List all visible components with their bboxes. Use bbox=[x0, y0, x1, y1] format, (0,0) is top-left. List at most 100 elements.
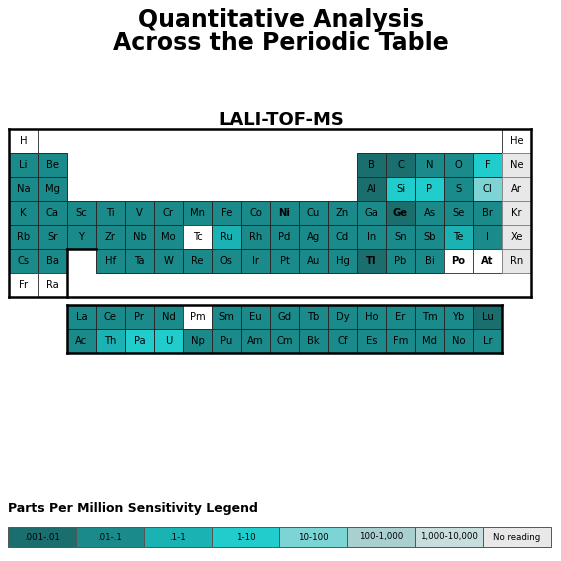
Bar bbox=[357, 225, 386, 249]
Text: Ra: Ra bbox=[46, 280, 59, 290]
Bar bbox=[96, 305, 125, 329]
Bar bbox=[386, 153, 415, 177]
Bar bbox=[38, 153, 67, 177]
Text: Ar: Ar bbox=[511, 184, 522, 194]
Bar bbox=[67, 201, 96, 225]
Text: 1-10: 1-10 bbox=[236, 532, 255, 541]
Text: Pu: Pu bbox=[220, 336, 233, 346]
Bar bbox=[357, 329, 386, 353]
Text: Co: Co bbox=[249, 208, 262, 218]
Bar bbox=[125, 201, 154, 225]
Text: Fm: Fm bbox=[393, 336, 408, 346]
Text: Cf: Cf bbox=[337, 336, 348, 346]
Text: Cu: Cu bbox=[307, 208, 320, 218]
Bar bbox=[328, 305, 357, 329]
Bar bbox=[357, 153, 386, 177]
Bar bbox=[212, 329, 241, 353]
Text: B: B bbox=[368, 160, 375, 170]
Bar bbox=[473, 305, 502, 329]
Bar bbox=[357, 177, 386, 201]
Bar bbox=[183, 225, 212, 249]
Bar bbox=[415, 527, 483, 547]
Bar bbox=[38, 249, 67, 273]
Bar bbox=[125, 225, 154, 249]
Text: Ge: Ge bbox=[393, 208, 408, 218]
Bar bbox=[212, 225, 241, 249]
Text: Quantitative Analysis: Quantitative Analysis bbox=[138, 8, 424, 32]
Bar bbox=[241, 305, 270, 329]
Bar bbox=[96, 225, 125, 249]
Text: Pa: Pa bbox=[134, 336, 145, 346]
Text: La: La bbox=[76, 312, 88, 322]
Text: Pr: Pr bbox=[135, 312, 145, 322]
Text: Li: Li bbox=[19, 160, 27, 170]
Bar bbox=[183, 249, 212, 273]
Text: Xe: Xe bbox=[511, 232, 523, 242]
Text: Br: Br bbox=[482, 208, 493, 218]
Text: Nd: Nd bbox=[162, 312, 176, 322]
Bar bbox=[444, 201, 473, 225]
Text: W: W bbox=[164, 256, 173, 266]
Text: Cr: Cr bbox=[163, 208, 174, 218]
Bar bbox=[279, 527, 347, 547]
Text: U: U bbox=[165, 336, 172, 346]
Bar bbox=[347, 527, 415, 547]
Bar bbox=[502, 153, 531, 177]
Bar bbox=[299, 305, 328, 329]
Text: .01-.1: .01-.1 bbox=[98, 532, 122, 541]
Bar bbox=[444, 249, 473, 273]
Bar bbox=[502, 177, 531, 201]
Text: Re: Re bbox=[191, 256, 204, 266]
Bar bbox=[415, 153, 444, 177]
Bar bbox=[483, 527, 551, 547]
Bar bbox=[125, 305, 154, 329]
Bar bbox=[473, 249, 502, 273]
Text: Cd: Cd bbox=[336, 232, 349, 242]
Text: Ta: Ta bbox=[134, 256, 145, 266]
Text: Gd: Gd bbox=[278, 312, 292, 322]
Bar bbox=[444, 305, 473, 329]
Bar bbox=[211, 527, 279, 547]
Text: Al: Al bbox=[367, 184, 376, 194]
Bar bbox=[473, 201, 502, 225]
Text: .001-.01: .001-.01 bbox=[24, 532, 60, 541]
Bar bbox=[357, 305, 386, 329]
Text: S: S bbox=[456, 184, 462, 194]
Text: Bi: Bi bbox=[425, 256, 434, 266]
Bar bbox=[299, 225, 328, 249]
Text: Tb: Tb bbox=[307, 312, 320, 322]
Bar bbox=[502, 201, 531, 225]
Text: Pb: Pb bbox=[394, 256, 407, 266]
Text: Fr: Fr bbox=[19, 280, 28, 290]
Bar bbox=[386, 329, 415, 353]
Bar bbox=[67, 225, 96, 249]
Bar bbox=[154, 225, 183, 249]
Bar bbox=[212, 201, 241, 225]
Bar bbox=[444, 177, 473, 201]
Text: Os: Os bbox=[220, 256, 233, 266]
Text: Sc: Sc bbox=[76, 208, 88, 218]
Bar bbox=[502, 129, 531, 153]
Text: P: P bbox=[426, 184, 433, 194]
Text: Ne: Ne bbox=[510, 160, 523, 170]
Bar bbox=[76, 527, 144, 547]
Text: Rn: Rn bbox=[510, 256, 523, 266]
Bar bbox=[67, 329, 96, 353]
Bar bbox=[241, 225, 270, 249]
Bar bbox=[386, 201, 415, 225]
Bar bbox=[473, 225, 502, 249]
Text: Cl: Cl bbox=[482, 184, 493, 194]
Text: Pm: Pm bbox=[190, 312, 205, 322]
Bar bbox=[125, 249, 154, 273]
Text: Ce: Ce bbox=[104, 312, 117, 322]
Text: Se: Se bbox=[452, 208, 465, 218]
Text: Dy: Dy bbox=[335, 312, 350, 322]
Text: Ac: Ac bbox=[75, 336, 88, 346]
Text: Sn: Sn bbox=[394, 232, 407, 242]
Text: C: C bbox=[397, 160, 404, 170]
Bar bbox=[444, 153, 473, 177]
Bar bbox=[444, 225, 473, 249]
Text: Mg: Mg bbox=[45, 184, 60, 194]
Bar bbox=[9, 177, 38, 201]
Text: Ca: Ca bbox=[46, 208, 59, 218]
